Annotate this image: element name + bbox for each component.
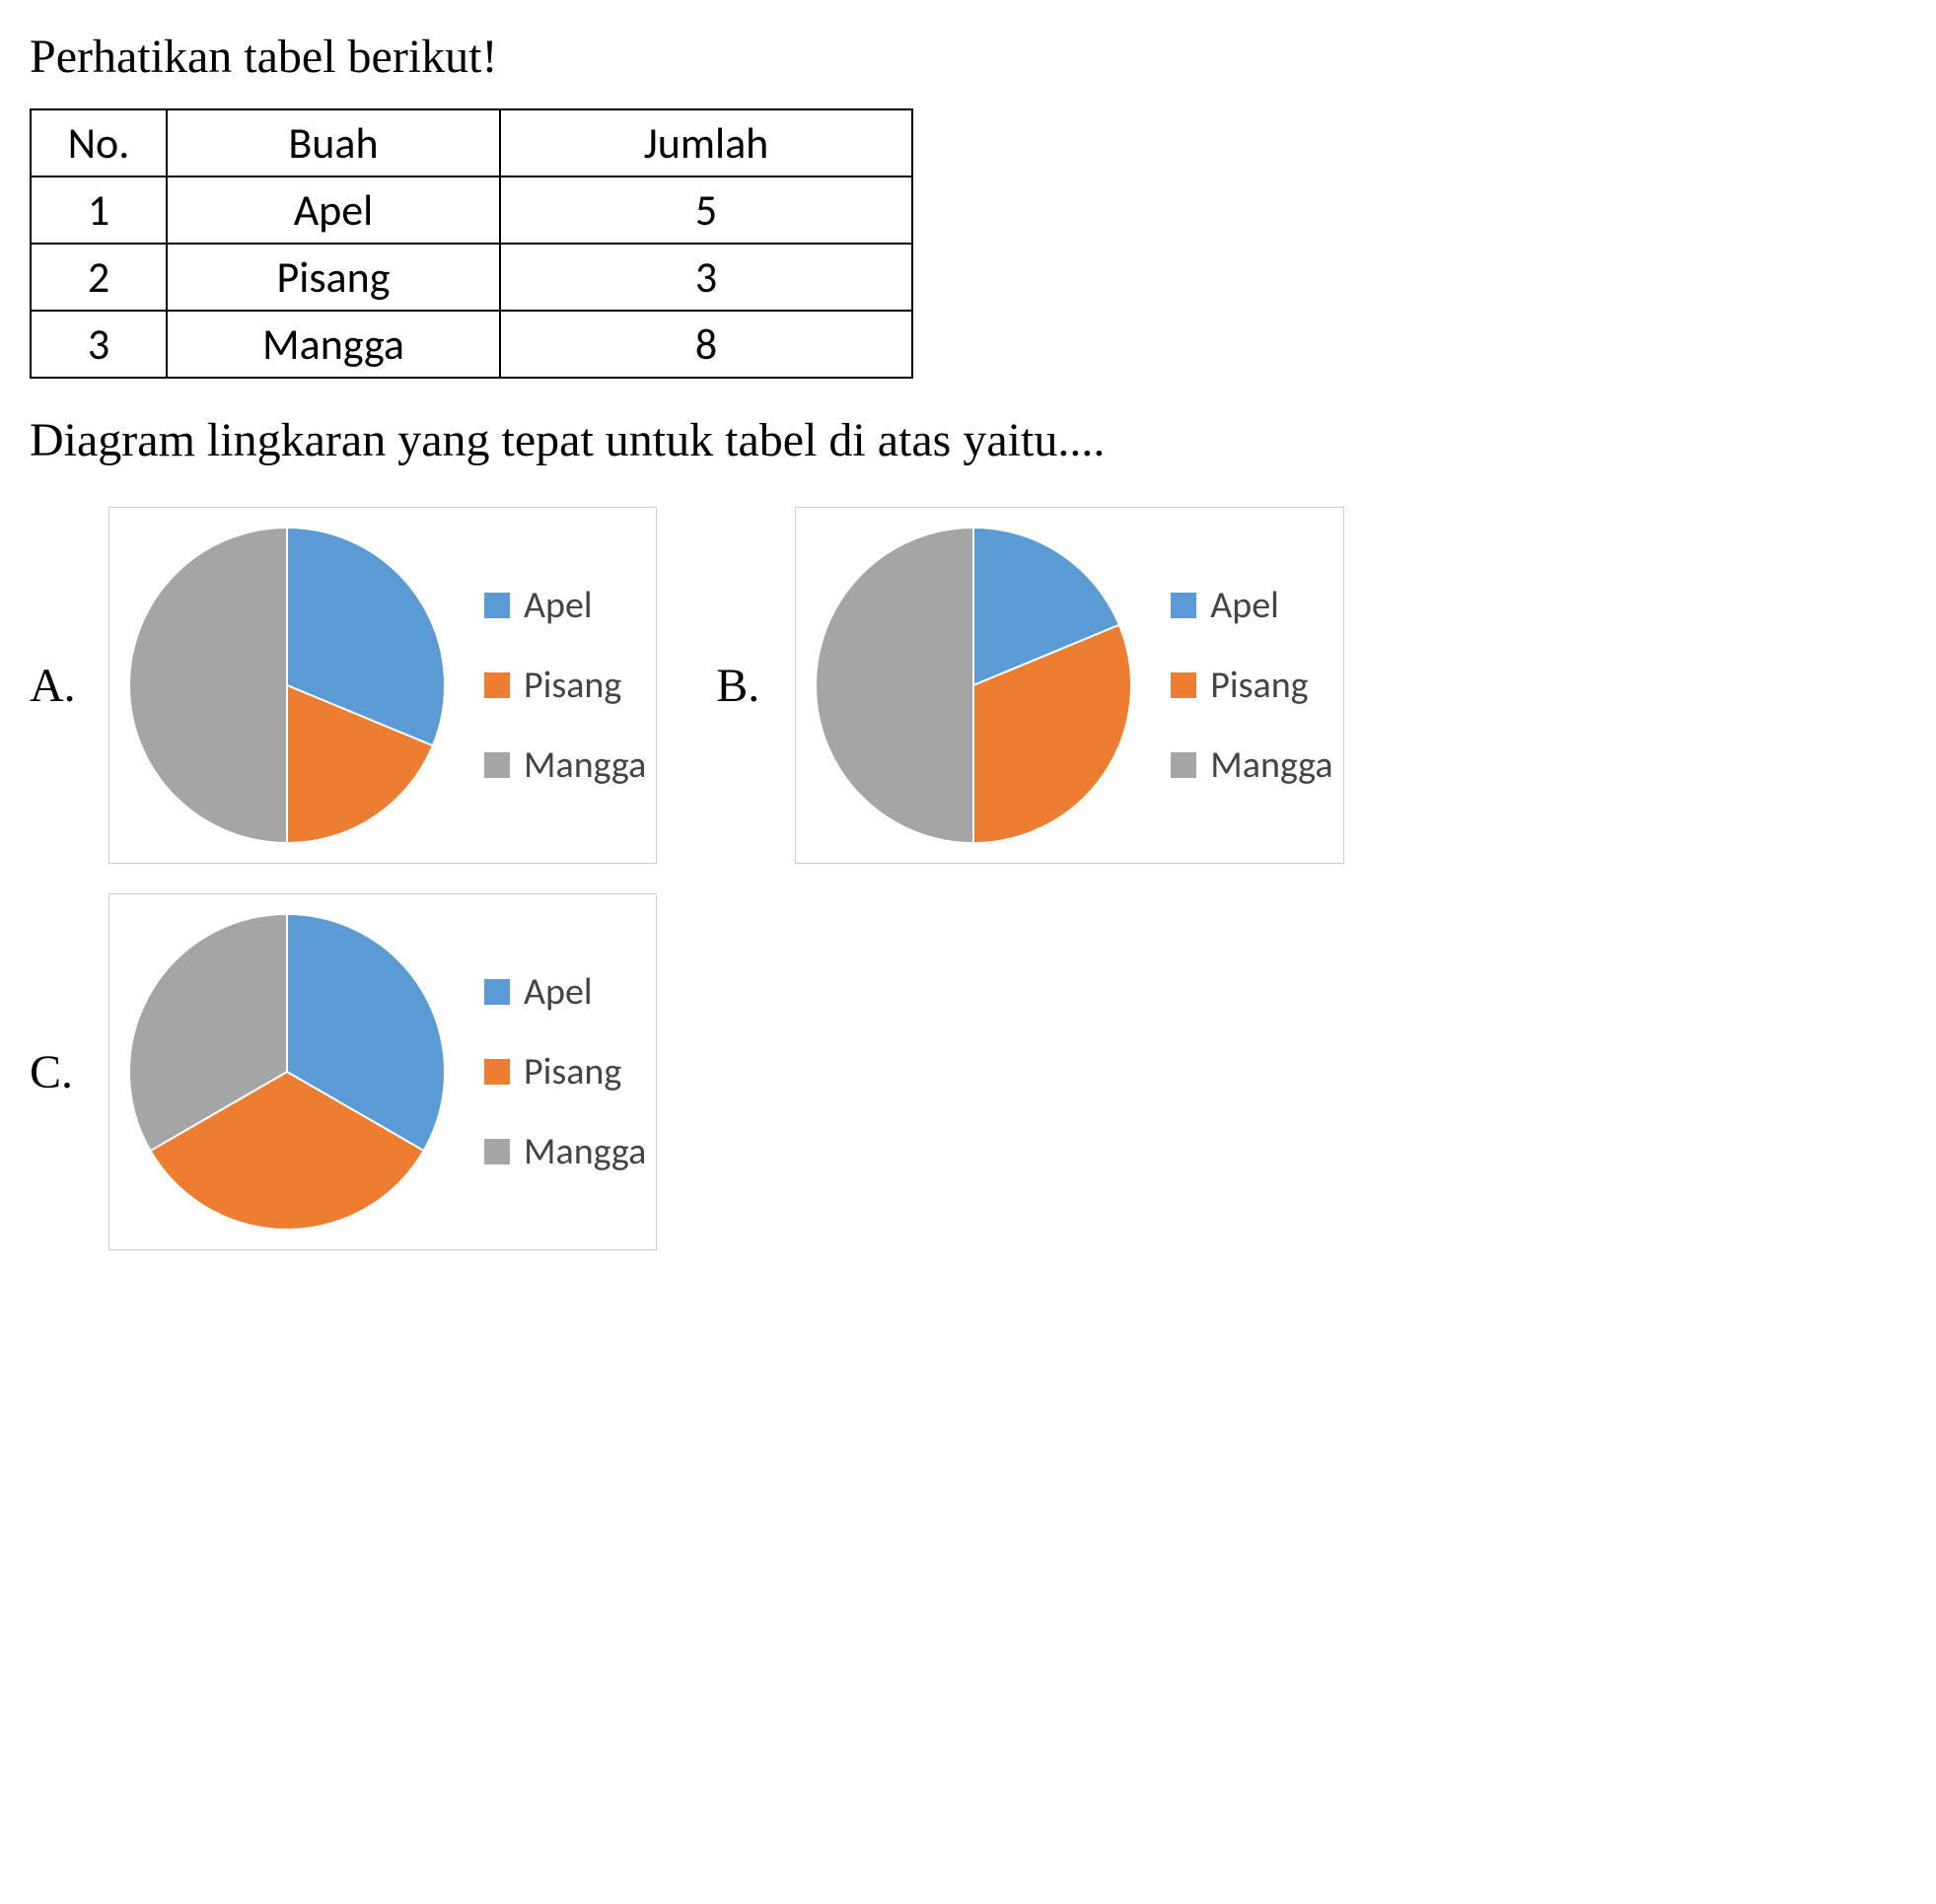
cell-buah: Mangga [167,311,500,378]
legend-swatch-mangga [484,752,510,778]
charts-row-1: A. Apel Pisang Mangga B. [30,507,1906,864]
option-label-a: A. [30,659,89,713]
legend-a: Apel Pisang Mangga [484,548,646,822]
legend-item-pisang: Pisang [484,1049,646,1094]
legend-item-pisang: Pisang [484,663,646,708]
cell-jumlah: 8 [500,311,912,378]
legend-item-apel: Apel [484,969,646,1015]
legend-b: Apel Pisang Mangga [1171,548,1332,822]
legend-item-mangga: Mangga [484,1129,646,1174]
legend-text-mangga: Mangga [524,1129,646,1174]
col-header-no: No. [31,109,167,176]
table-header-row: No. Buah Jumlah [31,109,912,176]
table-row: 2 Pisang 3 [31,244,912,311]
cell-jumlah: 3 [500,244,912,311]
legend-text-pisang: Pisang [524,663,621,708]
chart-card-b: Apel Pisang Mangga [795,507,1343,864]
legend-item-mangga: Mangga [1171,742,1332,788]
fruit-table: No. Buah Jumlah 1 Apel 5 2 Pisang 3 3 Ma… [30,108,913,379]
pie-slice-mangga [816,528,973,843]
pie-chart-a [119,518,455,853]
legend-swatch-mangga [1171,752,1196,778]
chart-option-c: C. Apel Pisang Mangga [30,893,657,1250]
cell-no: 1 [31,176,167,244]
legend-text-pisang: Pisang [1210,663,1308,708]
col-header-jumlah: Jumlah [500,109,912,176]
legend-swatch-pisang [484,672,510,698]
pie-chart-b [806,518,1141,853]
legend-item-mangga: Mangga [484,742,646,788]
chart-card-c: Apel Pisang Mangga [108,893,657,1250]
cell-no: 3 [31,311,167,378]
legend-text-apel: Apel [524,583,593,628]
pie-slice-mangga [129,528,287,843]
legend-text-apel: Apel [1210,583,1279,628]
option-label-c: C. [30,1045,89,1099]
legend-item-pisang: Pisang [1171,663,1332,708]
question-text: Diagram lingkaran yang tepat untuk tabel… [30,413,1906,467]
legend-swatch-apel [484,979,510,1005]
table-row: 3 Mangga 8 [31,311,912,378]
heading: Perhatikan tabel berikut! [30,30,1906,84]
legend-c: Apel Pisang Mangga [484,935,646,1209]
cell-jumlah: 5 [500,176,912,244]
legend-swatch-apel [1171,593,1196,618]
legend-swatch-apel [484,593,510,618]
legend-swatch-mangga [484,1139,510,1164]
legend-text-mangga: Mangga [1210,742,1332,788]
charts-row-2: C. Apel Pisang Mangga [30,893,1906,1250]
cell-buah: Apel [167,176,500,244]
legend-text-apel: Apel [524,969,593,1015]
table-row: 1 Apel 5 [31,176,912,244]
option-label-b: B. [716,659,775,713]
legend-swatch-pisang [1171,672,1196,698]
chart-option-a: A. Apel Pisang Mangga [30,507,657,864]
pie-chart-c [119,904,455,1239]
legend-item-apel: Apel [484,583,646,628]
chart-card-a: Apel Pisang Mangga [108,507,657,864]
chart-option-b: B. Apel Pisang Mangga [716,507,1343,864]
legend-text-mangga: Mangga [524,742,646,788]
cell-no: 2 [31,244,167,311]
cell-buah: Pisang [167,244,500,311]
col-header-buah: Buah [167,109,500,176]
legend-text-pisang: Pisang [524,1049,621,1094]
legend-swatch-pisang [484,1059,510,1085]
legend-item-apel: Apel [1171,583,1332,628]
